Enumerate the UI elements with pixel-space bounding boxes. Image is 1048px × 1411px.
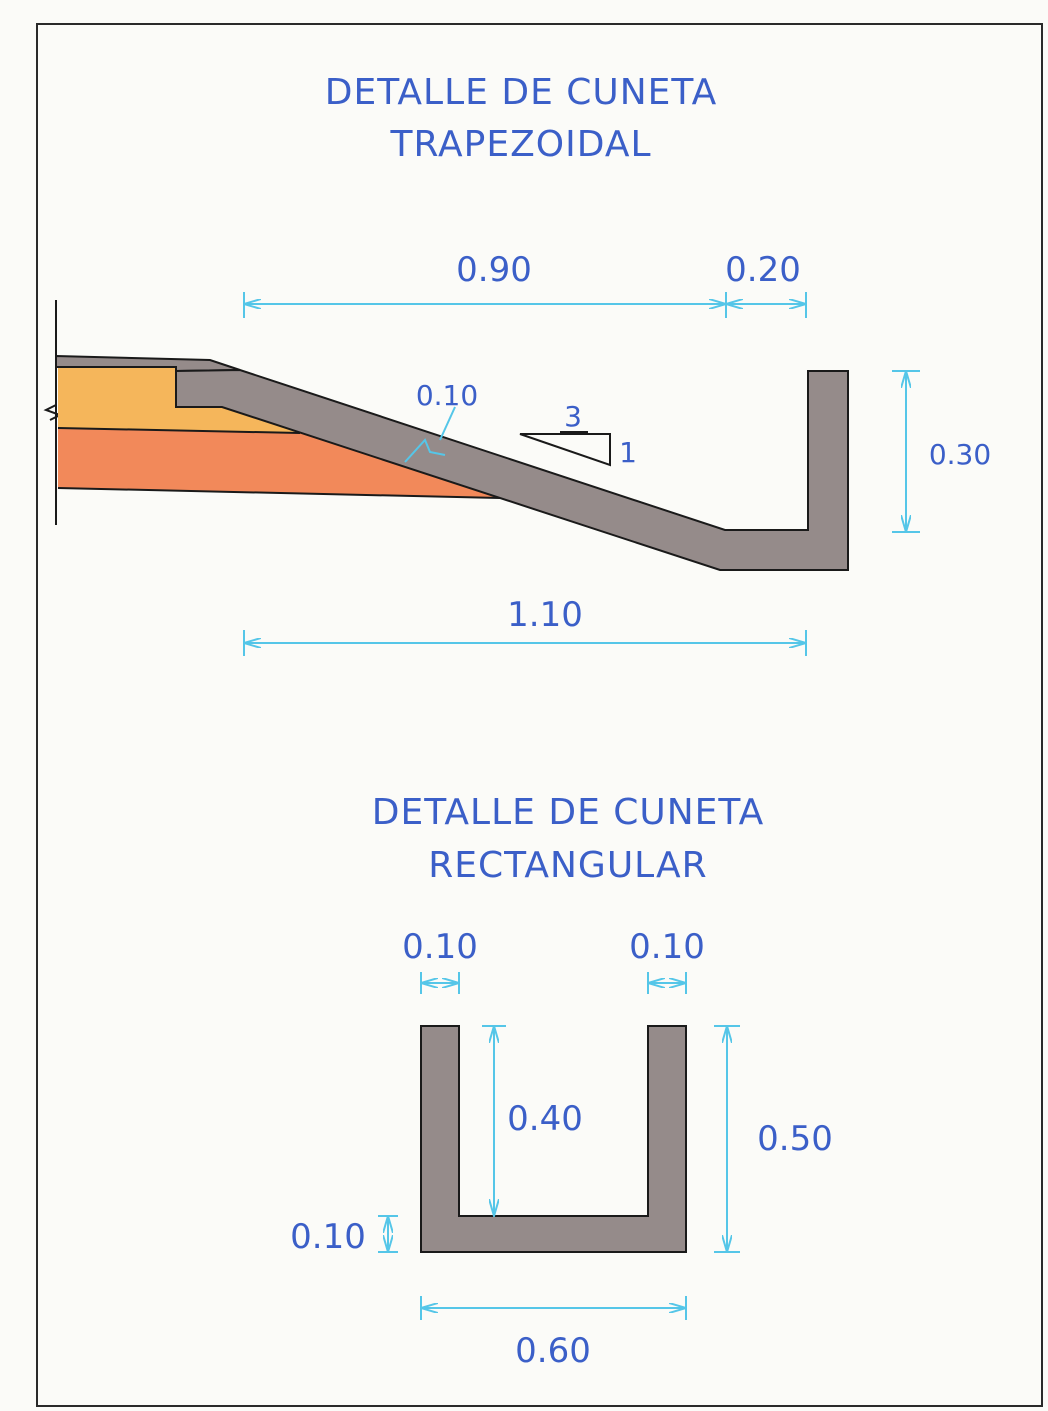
slope-run-label: 3 [564,400,582,433]
trapezoidal-title-line1: DETALLE DE CUNETA [325,72,718,113]
trapezoidal-gutter-body [175,368,849,571]
dim-label-base-thickness: 0.10 [290,1217,366,1257]
dim-label-right-wall: 0.10 [629,927,705,967]
slope-rise-label: 1 [619,436,637,469]
dim-label-0-90: 0.90 [456,250,532,290]
dim-label-0-20: 0.20 [725,250,801,290]
dimension-0-90: 0.90 [243,250,727,318]
dimension-0-30: 0.30 [892,370,991,533]
dim-label-0-60: 0.60 [515,1331,591,1371]
dimension-base-thickness: 0.10 [290,1215,398,1257]
break-symbol [43,404,63,421]
dim-label-0-30: 0.30 [929,438,991,471]
base-layer [58,367,300,433]
dimension-0-40: 0.40 [482,1025,583,1216]
dimension-left-wall: 0.10 [402,927,478,994]
dimension-right-wall: 0.10 [629,927,705,994]
sheet-border [36,23,1043,1407]
dim-label-0-50: 0.50 [757,1119,833,1159]
dim-label-1-10: 1.10 [507,595,583,635]
trapezoidal-detail: DETALLE DE CUNETA TRAPEZOIDAL 0.90 0.20 [43,72,991,656]
dim-label-thickness: 0.10 [416,379,478,412]
rectangular-detail: DETALLE DE CUNETA RECTANGULAR 0.10 0.10 … [290,792,833,1371]
dimension-0-20: 0.20 [725,250,807,318]
slope-indicator: 3 1 [519,400,637,469]
dimension-thickness-0-10: 0.10 [404,379,478,463]
trapezoidal-title-line2: TRAPEZOIDAL [389,124,651,165]
dim-label-left-wall: 0.10 [402,927,478,967]
rectangular-title-line2: RECTANGULAR [428,845,707,886]
subbase-layer [58,428,500,498]
dimension-0-50: 0.50 [714,1025,833,1253]
dimension-1-10: 1.10 [243,595,807,656]
dim-label-0-40: 0.40 [507,1099,583,1139]
rectangular-title-line1: DETALLE DE CUNETA [372,792,765,833]
dimension-0-60: 0.60 [420,1296,687,1371]
rectangular-gutter-body [420,1025,687,1253]
